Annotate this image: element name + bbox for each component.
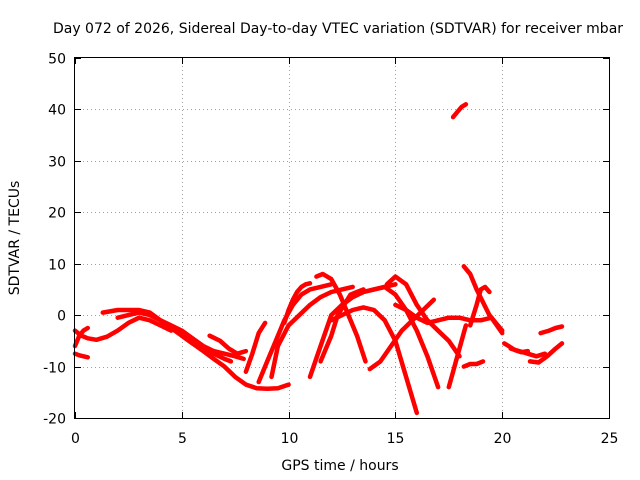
series-track-18: [384, 274, 462, 359]
series-track-27: [508, 346, 548, 359]
series-track-01: [72, 315, 174, 343]
y-tick-label: 0: [57, 309, 66, 325]
series-track-29: [538, 324, 565, 336]
y-tick-label: -20: [43, 412, 66, 428]
x-tick-label: 5: [178, 431, 187, 447]
x-tick-label: 15: [387, 431, 405, 447]
data-series: [72, 102, 565, 416]
y-tick-label: 10: [48, 258, 66, 274]
series-track-21: [446, 323, 469, 390]
x-axis-label: GPS time / hours: [281, 458, 398, 474]
chart-title: Day 072 of 2026, Sidereal Day-to-day VTE…: [53, 21, 623, 37]
grid-lines: [75, 58, 609, 418]
series-track-19: [393, 302, 441, 326]
x-tick-label: 10: [281, 431, 299, 447]
y-axis-label: SDTVAR / TECUs: [7, 181, 23, 296]
plot-frame: [74, 57, 610, 419]
y-tick-label: -10: [43, 361, 66, 377]
series-track-28: [527, 341, 565, 365]
series-track-04: [100, 307, 234, 364]
series-track-06: [179, 333, 291, 391]
series-track-16: [339, 284, 441, 390]
series-track-15: [329, 305, 420, 416]
series-track-22: [450, 102, 469, 120]
y-tick-labels: -20 -10 0 10 20 30 40 50: [43, 52, 66, 428]
y-tick-label: 40: [48, 103, 66, 119]
x-tick-label: 25: [601, 431, 619, 447]
series-track-23: [461, 264, 505, 333]
axis-ticks: [75, 58, 610, 419]
series-track-07: [207, 333, 249, 356]
series-track-02: [72, 325, 91, 349]
series-track-05: [115, 310, 246, 362]
y-tick-label: 20: [48, 206, 66, 222]
y-tick-label: 30: [48, 155, 66, 171]
series-track-25: [461, 359, 486, 369]
series-track-08: [243, 320, 268, 374]
x-tick-labels: 0 5 10 15 20 25: [71, 431, 618, 447]
x-tick-label: 0: [71, 431, 80, 447]
series-track-17: [367, 297, 437, 372]
series-track-03: [72, 351, 91, 360]
y-tick-label: 50: [48, 52, 66, 68]
series-track-11: [282, 281, 313, 326]
x-tick-label: 20: [494, 431, 512, 447]
series-track-14: [314, 271, 368, 364]
series-track-24: [467, 284, 492, 328]
